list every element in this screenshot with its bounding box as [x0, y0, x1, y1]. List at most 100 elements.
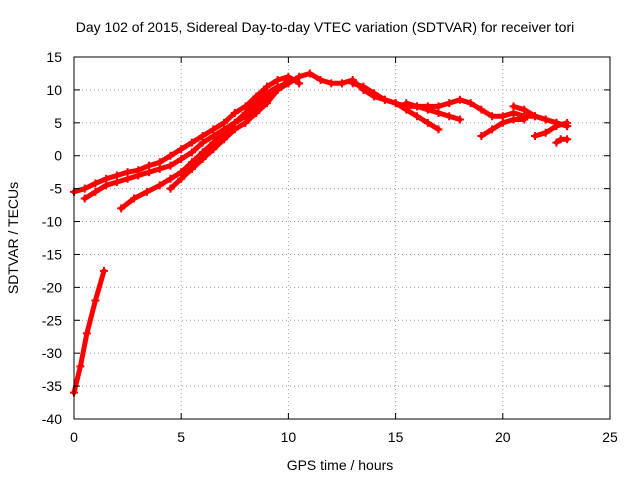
data-point	[187, 138, 196, 147]
data-point	[166, 161, 175, 170]
data-point	[477, 131, 486, 140]
data-point	[198, 155, 207, 164]
data-point	[520, 115, 529, 124]
y-tick-label: 10	[46, 82, 62, 98]
data-point	[220, 135, 229, 144]
data-point	[530, 112, 539, 121]
data-point	[445, 99, 454, 108]
data-point	[488, 125, 497, 134]
data-point	[498, 118, 507, 127]
x-tick-label: 0	[70, 429, 78, 445]
y-tick-labels: -40 -35 -30 -25 -20 -15 -10 -5 0 5 10 15	[42, 49, 62, 427]
data-point	[423, 118, 432, 127]
data-point	[91, 179, 100, 188]
data-point	[455, 115, 464, 124]
series-line	[532, 120, 570, 139]
series-line	[71, 74, 302, 195]
x-axis-label: GPS time / hours	[287, 457, 394, 473]
series-8	[477, 115, 529, 140]
y-tick-label: -25	[42, 312, 62, 328]
y-tick-label: -15	[42, 246, 62, 262]
data-point	[552, 138, 561, 147]
data-point	[552, 122, 561, 131]
data-point	[402, 99, 411, 108]
series-11	[552, 135, 572, 147]
data-point	[509, 102, 518, 111]
axis-ticks	[73, 56, 611, 420]
x-tick-label: 5	[177, 429, 185, 445]
x-tick-label: 20	[495, 429, 511, 445]
data-point	[177, 145, 186, 154]
series-1	[70, 266, 109, 397]
data-point	[230, 108, 239, 117]
data-point	[155, 181, 164, 190]
series-10	[530, 118, 572, 140]
data-point	[91, 296, 100, 305]
y-tick-label: -10	[42, 214, 62, 230]
data-point	[434, 125, 443, 134]
data-point	[455, 95, 464, 104]
data-point	[541, 115, 550, 124]
data-point	[413, 102, 422, 111]
data-point	[327, 79, 336, 88]
data-point	[530, 131, 539, 140]
data-point	[102, 181, 111, 190]
data-point	[177, 174, 186, 183]
data-point	[145, 168, 154, 177]
plot-frame	[73, 56, 611, 420]
y-tick-label: -5	[50, 181, 63, 197]
data-point	[117, 204, 126, 213]
data-point	[359, 82, 368, 91]
data-point	[91, 187, 100, 196]
data-point	[370, 89, 379, 98]
series-line	[168, 77, 291, 192]
data-point	[445, 112, 454, 121]
series-line	[71, 268, 107, 396]
x-tick-label: 10	[281, 429, 297, 445]
series-5	[166, 76, 293, 193]
data-point	[488, 112, 497, 121]
data-point	[198, 138, 207, 147]
data-point	[241, 118, 250, 127]
data-point	[509, 115, 518, 124]
data-point	[241, 108, 250, 117]
x-tick-label: 25	[602, 429, 618, 445]
data-point	[262, 99, 271, 108]
data-point	[391, 99, 400, 108]
data-point	[563, 118, 572, 127]
data-point	[338, 79, 346, 88]
data-point	[563, 135, 572, 144]
data-point	[230, 125, 239, 134]
x-tick-label: 15	[388, 429, 404, 445]
chart-title: Day 102 of 2015, Sidereal Day-to-day VTE…	[76, 19, 575, 35]
data-series	[70, 69, 572, 397]
y-tick-label: -30	[42, 345, 62, 361]
data-point	[100, 266, 109, 275]
data-point	[187, 164, 196, 173]
data-point	[423, 105, 432, 114]
data-point	[123, 174, 132, 183]
y-tick-label: 0	[54, 148, 62, 164]
data-point	[348, 79, 357, 88]
series-line	[118, 71, 570, 211]
data-point	[477, 105, 486, 114]
data-point	[166, 184, 175, 193]
data-point	[166, 174, 175, 183]
data-point	[166, 151, 175, 160]
data-point	[155, 164, 164, 173]
data-point	[466, 99, 475, 108]
data-point	[284, 76, 293, 85]
y-tick-label: -40	[42, 411, 62, 427]
series-4	[117, 69, 572, 213]
data-point	[177, 155, 186, 164]
data-point	[134, 171, 143, 180]
data-point	[187, 148, 196, 157]
data-point	[305, 69, 314, 78]
y-tick-label: 15	[46, 49, 62, 65]
data-point	[541, 128, 550, 137]
data-point	[80, 184, 89, 193]
data-point	[112, 178, 121, 187]
data-point	[316, 76, 325, 85]
data-point	[413, 112, 422, 121]
